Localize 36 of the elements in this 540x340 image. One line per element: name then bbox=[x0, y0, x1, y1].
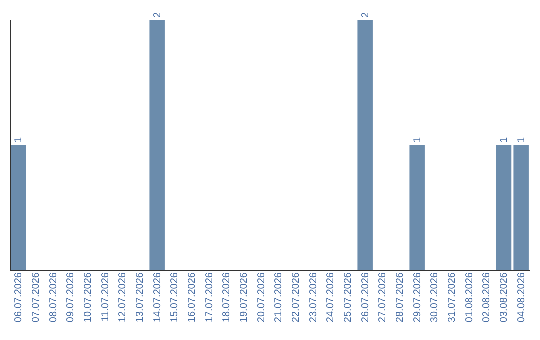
x-tick-label: 14.07.2026 bbox=[152, 272, 164, 323]
x-tick-label: 18.07.2026 bbox=[222, 272, 233, 323]
data-label: 2 bbox=[152, 12, 164, 18]
x-tick-label: 16.07.2026 bbox=[187, 272, 198, 323]
x-tick-label: 31.07.2026 bbox=[447, 272, 458, 323]
x-tick-label: 22.07.2026 bbox=[291, 272, 302, 323]
x-tick-label: 02.08.2026 bbox=[482, 272, 493, 323]
x-tick-label: 04.08.2026 bbox=[516, 272, 528, 323]
data-label: 1 bbox=[14, 137, 25, 143]
x-tick-label: 03.08.2026 bbox=[499, 272, 510, 323]
data-label: 2 bbox=[360, 12, 372, 18]
x-tick-label: 01.08.2026 bbox=[464, 272, 476, 323]
x-tick-label: 08.07.2026 bbox=[48, 272, 60, 323]
x-tick-label: 23.07.2026 bbox=[308, 272, 320, 323]
x-tick-label: 09.07.2026 bbox=[66, 272, 77, 323]
x-tick-label: 28.07.2026 bbox=[395, 272, 406, 323]
x-tick-label: 19.07.2026 bbox=[239, 272, 250, 323]
x-tick-label: 25.07.2026 bbox=[343, 272, 354, 323]
x-tick-label: 26.07.2026 bbox=[360, 272, 372, 323]
x-tick-label: 15.07.2026 bbox=[170, 272, 181, 323]
data-label: 1 bbox=[499, 137, 510, 143]
x-tick-label: 27.07.2026 bbox=[378, 272, 389, 323]
x-tick-label: 29.07.2026 bbox=[412, 272, 424, 323]
x-tick-label: 21.07.2026 bbox=[274, 272, 285, 323]
x-tick-label: 20.07.2026 bbox=[256, 272, 268, 323]
x-tick-label: 06.07.2026 bbox=[14, 272, 25, 323]
x-tick-label: 17.07.2026 bbox=[204, 272, 216, 323]
x-tick-label: 24.07.2026 bbox=[326, 272, 337, 323]
data-label: 1 bbox=[516, 137, 528, 143]
x-tick-label: 07.07.2026 bbox=[31, 272, 42, 323]
data-label: 1 bbox=[412, 137, 424, 143]
x-tick-label: 10.07.2026 bbox=[83, 272, 94, 323]
x-tick-label: 13.07.2026 bbox=[135, 272, 146, 323]
x-tick-label: 30.07.2026 bbox=[430, 272, 441, 323]
x-tick-label: 11.07.2026 bbox=[100, 272, 112, 322]
x-tick-label: 12.07.2026 bbox=[118, 272, 129, 323]
